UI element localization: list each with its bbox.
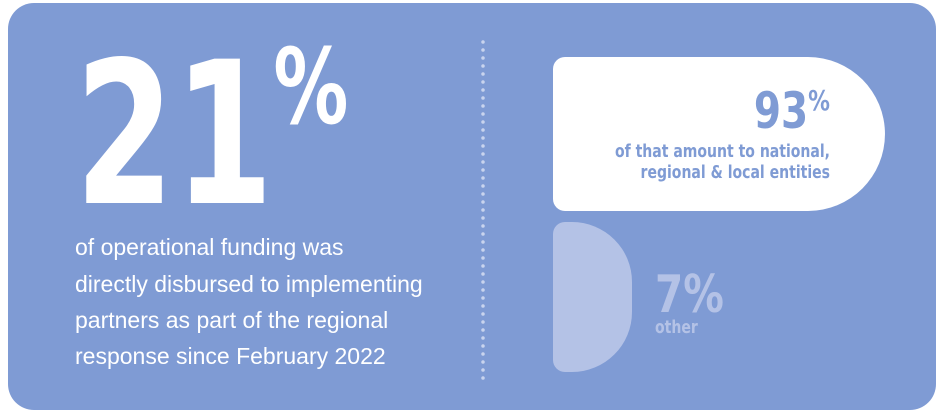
other-share-text: other xyxy=(655,316,698,337)
headline-value: 21% xyxy=(75,19,348,250)
headline-figure: 21% xyxy=(75,19,348,250)
main-share-figure: 93% xyxy=(754,81,830,140)
headline-number: 21 xyxy=(75,19,273,250)
other-share-figure: 7% other xyxy=(655,264,724,337)
other-share-unit: % xyxy=(683,264,724,324)
share-shape-main xyxy=(553,57,885,211)
headline-unit: % xyxy=(273,28,348,149)
main-share-number: 93 xyxy=(754,81,808,140)
share-shape-other xyxy=(553,222,632,372)
other-share-value: 7% xyxy=(655,264,724,324)
headline-text: of operational funding was xyxy=(75,234,344,260)
main-share-text: of that amount to national, xyxy=(615,140,830,161)
headline-text: partners as part of the regional xyxy=(75,307,388,333)
headline-text: directly disbursed to implementing xyxy=(75,271,423,297)
other-share-number: 7 xyxy=(655,264,683,324)
main-share-value: 93% xyxy=(754,81,830,140)
headline-text: response since February 2022 xyxy=(75,343,386,369)
main-share-label: of that amount to national, regional & l… xyxy=(615,140,830,182)
main-share-text: regional & local entities xyxy=(641,161,830,182)
main-share-unit: % xyxy=(808,84,830,116)
